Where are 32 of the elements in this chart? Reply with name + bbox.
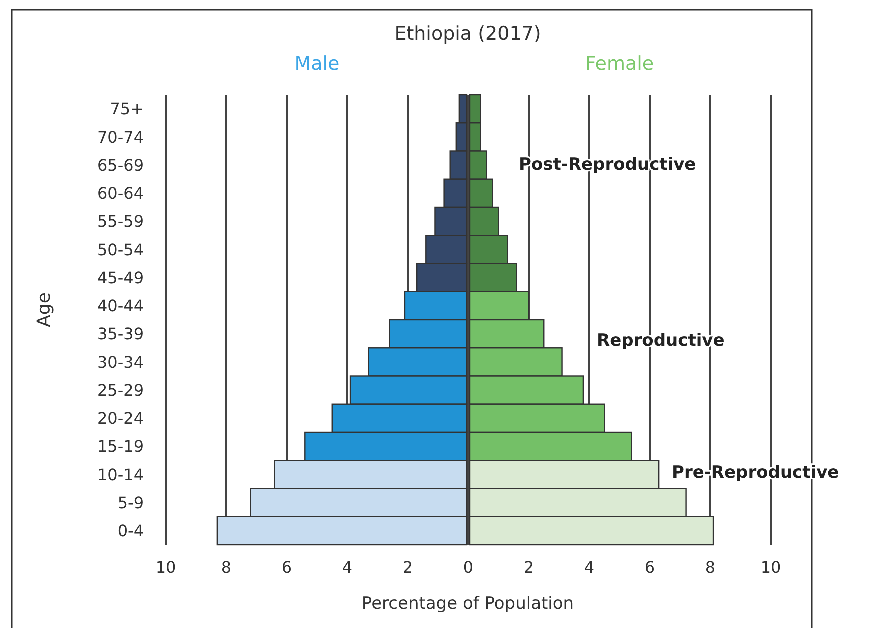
y-tick-label: 60-64 — [98, 184, 144, 204]
y-tick-label: 25-29 — [98, 380, 144, 400]
y-tick-label: 50-54 — [98, 240, 144, 260]
y-tick-label: 10-14 — [98, 465, 144, 484]
x-tick-label: 2 — [524, 558, 534, 577]
y-axis-title: Age — [34, 292, 55, 328]
x-tick-label: 0 — [463, 558, 474, 577]
y-tick-label: 0-4 — [118, 522, 144, 541]
y-tick-label: 55-59 — [98, 212, 144, 232]
x-tick-label: 10 — [156, 558, 176, 577]
text: Male — [294, 53, 340, 75]
y-tick-label: 5-9 — [118, 493, 144, 512]
y-tick-label: 30-34 — [98, 352, 144, 372]
chart-title: Ethiopia (2017) — [394, 23, 542, 45]
y-tick-label: 15-19 — [98, 437, 144, 456]
y-tick-label: 35-39 — [98, 324, 144, 344]
text: Female — [585, 53, 654, 75]
y-tick-label: 70-74 — [98, 128, 144, 147]
y-tick-label: 65-69 — [98, 156, 144, 175]
x-tick-label: 2 — [402, 558, 414, 577]
y-tick-label: 75+ — [110, 100, 144, 119]
x-tick-label: 8 — [705, 558, 716, 577]
x-tick-label: 4 — [342, 558, 353, 577]
x-tick-label: 4 — [584, 558, 595, 577]
x-tick-label: 10 — [760, 558, 782, 577]
x-axis-title: Percentage of Population — [362, 594, 574, 614]
y-tick-label: 20-24 — [98, 409, 144, 428]
x-tick-label: 6 — [282, 558, 292, 577]
y-tick-label: 40-44 — [98, 296, 144, 316]
y-tick-label: 45-49 — [98, 268, 144, 288]
x-tick-label: 6 — [644, 558, 656, 577]
x-tick-label: 8 — [221, 558, 232, 577]
